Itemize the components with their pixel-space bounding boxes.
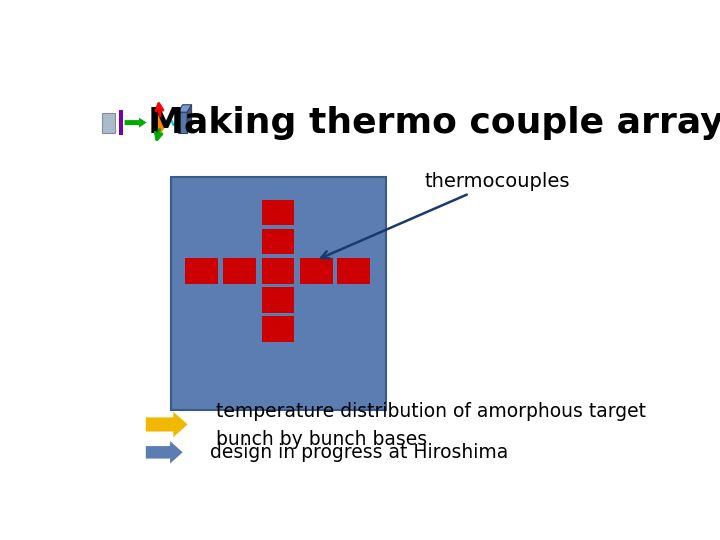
- Bar: [262, 316, 294, 342]
- Text: temperature distribution of amorphous target
bunch by bunch bases: temperature distribution of amorphous ta…: [215, 402, 646, 449]
- Bar: [186, 258, 217, 284]
- Bar: [262, 228, 294, 254]
- Bar: [178, 112, 187, 133]
- Bar: [337, 258, 369, 284]
- FancyArrow shape: [145, 441, 183, 463]
- Bar: [262, 199, 294, 225]
- Bar: [300, 258, 333, 284]
- Polygon shape: [178, 105, 192, 112]
- Bar: [171, 177, 386, 410]
- Text: design in progress at Hiroshima: design in progress at Hiroshima: [210, 443, 508, 462]
- Bar: [102, 113, 114, 133]
- Text: Making thermo couple array: Making thermo couple array: [148, 106, 720, 140]
- Bar: [262, 287, 294, 313]
- Polygon shape: [153, 111, 168, 134]
- Bar: [223, 258, 256, 284]
- Bar: [262, 258, 294, 284]
- Bar: [119, 110, 123, 136]
- Polygon shape: [187, 105, 192, 133]
- FancyArrow shape: [125, 118, 147, 127]
- FancyArrow shape: [145, 411, 187, 437]
- Text: thermocouples: thermocouples: [321, 172, 570, 259]
